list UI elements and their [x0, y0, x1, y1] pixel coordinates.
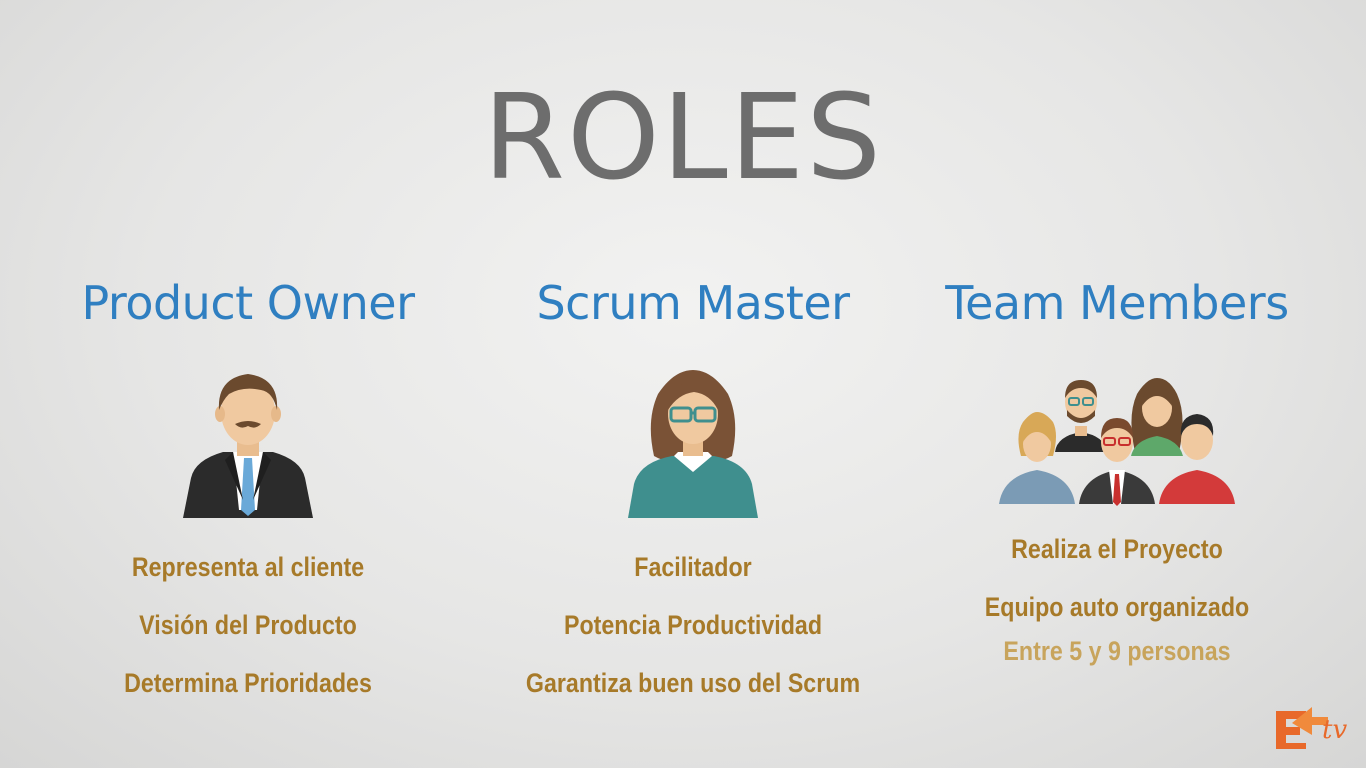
woman-glasses-icon: [628, 370, 758, 518]
role-column-product-owner: Product Owner Representa al cliente Visi…: [28, 280, 468, 712]
page-title: ROLES: [482, 68, 884, 206]
role-item: Realiza el Proyecto: [1011, 534, 1223, 564]
businessman-icon: [183, 374, 313, 518]
role-item: Determina Prioridades: [124, 668, 372, 698]
role-item: Facilitador: [634, 552, 752, 582]
role-item: Entre 5 y 9 personas: [1003, 636, 1231, 666]
role-item: Representa al cliente: [131, 552, 365, 582]
role-name-scrum-master: Scrum Master: [536, 276, 850, 330]
role-column-scrum-master: Scrum Master Facilitador Potencia Produc…: [473, 280, 913, 712]
role-name-team-members: Team Members: [945, 276, 1289, 330]
channel-logo: tv: [1272, 705, 1356, 749]
role-item: Equipo auto organizado: [984, 592, 1250, 622]
role-name-product-owner: Product Owner: [81, 276, 415, 330]
team-group-icon: [999, 378, 1235, 506]
role-item: Potencia Productividad: [563, 610, 823, 640]
channel-logo-icon: [1276, 707, 1328, 749]
role-item: Garantiza buen uso del Scrum: [525, 668, 861, 698]
channel-logo-label: tv: [1322, 715, 1348, 745]
role-item: Visión del Producto: [139, 610, 357, 640]
role-column-team-members: Team Members Realiza el Proyecto: [897, 280, 1337, 676]
